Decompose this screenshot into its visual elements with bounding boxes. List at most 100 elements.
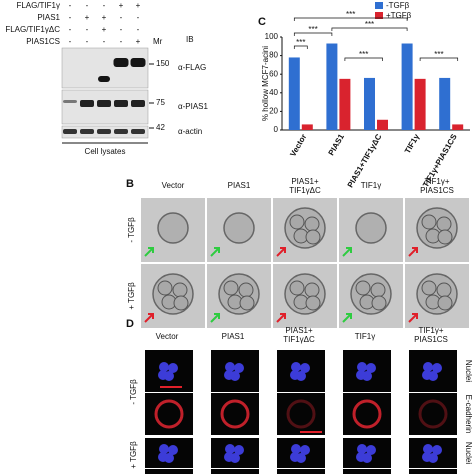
significance: *** — [308, 25, 317, 34]
sign: + — [85, 13, 90, 22]
y-axis-label: % hollow MCF7-acini — [261, 46, 270, 121]
significance: *** — [296, 38, 305, 47]
ib-label: IB — [186, 35, 194, 44]
cell — [371, 295, 387, 311]
nucleus — [422, 452, 432, 462]
band — [114, 129, 128, 134]
legend-swatch — [375, 2, 383, 9]
arrow — [276, 247, 286, 257]
cell — [304, 282, 320, 298]
cell — [157, 280, 173, 296]
channel-label: Nuclei — [464, 442, 473, 464]
fluorescence-image — [343, 393, 391, 435]
band — [131, 129, 145, 134]
sign: - — [137, 25, 140, 34]
panel-label: C — [258, 16, 266, 28]
nucleus — [432, 363, 442, 373]
bar — [364, 77, 375, 130]
nucleus — [356, 370, 366, 380]
band — [63, 100, 77, 103]
significance: *** — [346, 10, 355, 19]
sign: - — [137, 13, 140, 22]
fluorescence-image — [343, 469, 391, 474]
cell — [437, 295, 453, 311]
bar — [401, 43, 413, 131]
nucleus — [224, 370, 234, 380]
nucleus — [291, 444, 301, 454]
column-header: PIAS1CS — [414, 335, 448, 344]
sign: - — [86, 25, 89, 34]
nucleus — [300, 363, 310, 373]
cell — [239, 295, 255, 311]
nucleus — [300, 445, 310, 455]
cell — [437, 229, 453, 245]
fluorescence-image — [409, 393, 457, 435]
arrow — [342, 247, 352, 257]
column-header: TIF1γ — [361, 181, 381, 190]
panel-label: D — [126, 318, 134, 330]
cell — [355, 280, 371, 296]
bar — [326, 43, 338, 131]
band — [97, 100, 111, 107]
ecadherin — [220, 399, 250, 429]
column-header: TIF1γ+ — [424, 177, 449, 186]
significance: *** — [434, 50, 443, 59]
nucleus — [168, 363, 178, 373]
arrow — [408, 247, 418, 257]
fluorescence-image — [211, 469, 259, 474]
column-header: PIAS1 — [228, 181, 251, 190]
row-label: - TGFβ — [129, 379, 138, 405]
acinus — [355, 212, 387, 244]
cell — [305, 295, 321, 311]
fluorescence-image — [277, 393, 325, 435]
cell — [172, 282, 188, 298]
y-tick-label: 0 — [274, 125, 279, 134]
column-header: PIAS1+ — [291, 177, 319, 186]
channel-label: Nuclei — [464, 360, 473, 382]
bar — [414, 78, 426, 130]
sign: - — [69, 13, 72, 22]
cell — [436, 216, 452, 232]
cell — [305, 229, 321, 245]
significance: *** — [359, 50, 368, 59]
row-label: - TGFβ — [127, 217, 136, 243]
significance-bracket — [293, 32, 333, 36]
column-header: TIF1γ — [355, 332, 375, 341]
sign: - — [69, 25, 72, 34]
bar — [452, 124, 464, 130]
fluorescence-image — [409, 469, 457, 474]
significance-bracket — [331, 27, 408, 31]
sign: - — [86, 1, 89, 10]
blot — [61, 47, 149, 89]
arrow — [342, 313, 352, 323]
ecadherin — [352, 399, 382, 429]
column-header: PIAS1+ — [285, 326, 313, 335]
significance-bracket — [344, 57, 383, 61]
bar — [301, 124, 313, 130]
nucleus — [225, 362, 235, 372]
mw-marker: 42 — [156, 123, 165, 132]
nucleus — [291, 362, 301, 372]
fluorescence-image — [211, 393, 259, 435]
column-header: Vector — [162, 181, 185, 190]
band — [80, 100, 94, 107]
channel-label: E-cadherin — [464, 395, 473, 434]
acinus — [223, 212, 255, 244]
significance-bracket — [293, 17, 408, 21]
cell — [173, 295, 189, 311]
nucleus — [357, 444, 367, 454]
mr-label: Mr — [153, 37, 163, 46]
nucleus — [422, 370, 432, 380]
nucleus — [224, 452, 234, 462]
band — [63, 129, 77, 134]
cell — [436, 282, 452, 298]
significance-bracket — [419, 57, 459, 61]
panel-label: B — [126, 178, 134, 190]
row-label: + TGFβ — [129, 441, 138, 469]
condition-label: FLAG/TIF1γΔC — [5, 25, 60, 34]
mw-marker: 150 — [156, 59, 170, 68]
sign: - — [69, 1, 72, 10]
y-tick-label: 40 — [269, 88, 278, 97]
sign: - — [120, 37, 123, 46]
sign: + — [119, 1, 124, 10]
